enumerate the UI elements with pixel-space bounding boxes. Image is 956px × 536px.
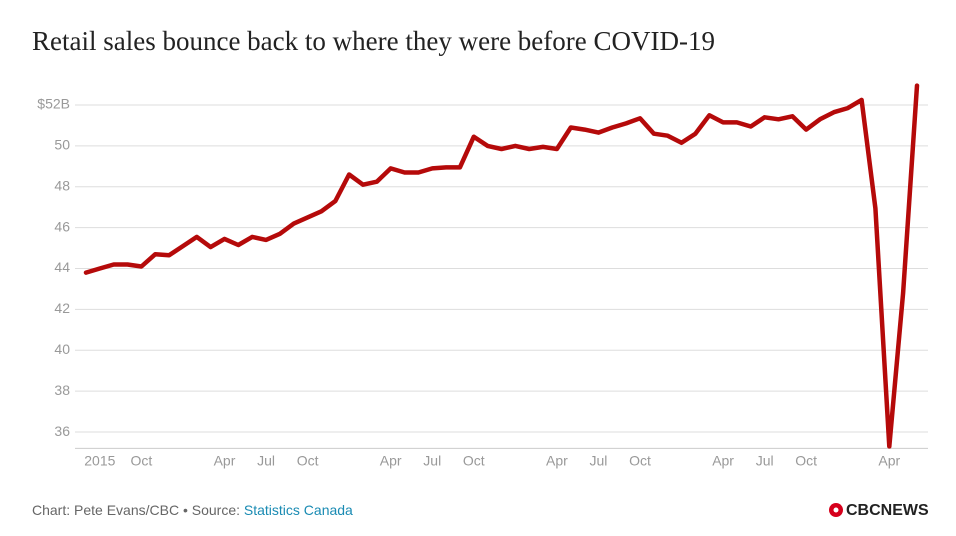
- x-tick-label: Oct: [131, 453, 153, 469]
- x-tick-label: Apr: [214, 453, 236, 469]
- x-tick-label: Jul: [257, 453, 275, 469]
- y-tick-label: 48: [54, 177, 70, 193]
- x-tick-label: Jul: [589, 453, 607, 469]
- source-link[interactable]: Statistics Canada: [244, 502, 353, 518]
- line: [83, 83, 920, 449]
- y-tick-label: 46: [54, 218, 70, 234]
- y-tick-label: 40: [54, 341, 70, 357]
- x-tick-label: Apr: [380, 453, 402, 469]
- logo-text: CBCNEWS: [846, 502, 929, 519]
- y-tick-label: $52B: [37, 96, 70, 112]
- y-tick-label: 42: [54, 300, 70, 316]
- x-tick-label: Oct: [795, 453, 817, 469]
- x-tick-label: Apr: [878, 453, 900, 469]
- x-tick-label: Apr: [712, 453, 734, 469]
- x-tick-label: Oct: [463, 453, 485, 469]
- x-tick-label: Oct: [629, 453, 651, 469]
- logo-gem-center: [833, 507, 839, 513]
- x-tick-label: Apr: [546, 453, 568, 469]
- y-tick-label: 44: [54, 259, 70, 275]
- logo: CBCNEWS: [829, 502, 929, 519]
- x-tick-label: Jul: [423, 453, 441, 469]
- y-tick-label: 36: [54, 423, 70, 439]
- y-tick-label: 50: [54, 137, 70, 153]
- source-prefix: Chart: Pete Evans/CBC • Source:: [32, 502, 244, 518]
- source: Chart: Pete Evans/CBC • Source: Statisti…: [32, 502, 353, 518]
- chart-title: Retail sales bounce back to where they w…: [32, 26, 715, 56]
- y-tick-label: 38: [54, 382, 70, 398]
- x-tick-label: Jul: [756, 453, 774, 469]
- x-tick-label: Oct: [297, 453, 319, 469]
- x-tick-label: 2015: [84, 453, 115, 469]
